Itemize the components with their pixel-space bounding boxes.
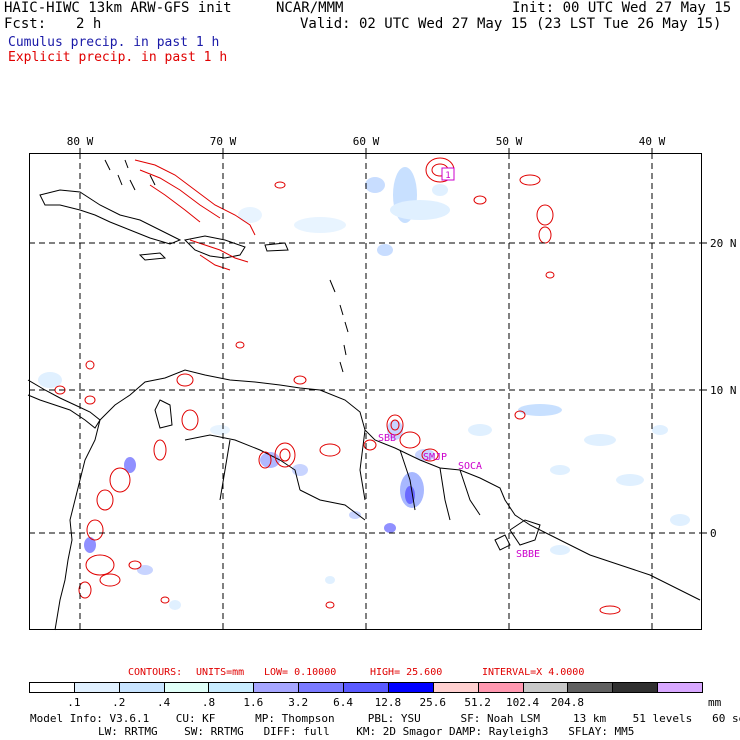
max-marker-box	[441, 167, 455, 181]
colorbar-swatch	[118, 682, 165, 693]
contours-units: UNITS=mm	[196, 667, 245, 678]
model-info-line1: Model Info: V3.6.1 CU: KF MP: Thompson P…	[30, 712, 740, 725]
lon-label-60w: 60 W	[353, 135, 380, 148]
colorbar-tick-label: 204.8	[550, 696, 584, 709]
colorbar-unit: mm	[708, 696, 722, 709]
colorbar-tick-label: .8	[201, 696, 216, 709]
station-label-smjp: SMJP	[423, 452, 447, 463]
lat-label-equator: 0	[710, 527, 717, 540]
colorbar-tick-label: 3.2	[288, 696, 309, 709]
cumulus-precip-patches	[38, 167, 690, 610]
forecast-hours: 2 h	[76, 16, 102, 32]
colorbar-tick-label: 51.2	[464, 696, 491, 709]
colorbar-swatch	[163, 682, 210, 693]
colorbar-swatch	[432, 682, 479, 693]
colorbar-swatch	[657, 682, 703, 693]
colorbar-tick-label: 6.4	[333, 696, 353, 709]
lon-label-80w: 80 W	[67, 135, 94, 148]
lon-label-40w: 40 W	[639, 135, 666, 148]
colorbar-swatch	[477, 682, 524, 693]
contours-low: LOW= 0.10000	[264, 667, 337, 678]
lon-label-70w: 70 W	[210, 135, 237, 148]
colorbar-tick-label: 1.6	[243, 696, 264, 709]
colorbar-swatch	[612, 682, 659, 693]
contours-interval: INTERVAL=X 4.0000	[482, 667, 585, 678]
axis-ticks	[79, 148, 707, 534]
model-info-line2: LW: RRTMG SW: RRTMG DIFF: full KM: 2D Sm…	[98, 725, 635, 738]
colorbar-swatch	[73, 682, 120, 693]
colorbar-tick-label: .1	[67, 696, 81, 709]
colorbar-swatch	[567, 682, 614, 693]
colorbar-swatch	[343, 682, 389, 693]
contours-high: HIGH= 25.600	[370, 667, 443, 678]
colorbar-tick-label: 25.6	[419, 696, 447, 709]
colorbar-swatch	[208, 682, 255, 693]
max-marker-label: 1	[445, 171, 450, 181]
legend-explicit: Explicit precip. in past 1 h	[8, 50, 228, 65]
valid-time: Valid: 02 UTC Wed 27 May 15 (23 LST Tue …	[300, 16, 722, 32]
legend-cumulus: Cumulus precip. in past 1 h	[8, 35, 220, 50]
station-label-sbbe: SBBE	[516, 549, 540, 560]
colorbar-tick-label: .4	[156, 696, 171, 709]
colorbar-tick-label: 12.8	[374, 696, 402, 709]
lat-label-20n: 20 N	[710, 237, 737, 250]
station-label-soca: SOCA	[458, 461, 482, 472]
lon-label-50w: 50 W	[496, 135, 523, 148]
colorbar-swatch	[522, 682, 569, 693]
station-label-sbb: SBB	[378, 433, 396, 444]
forecast-label: Fcst:	[4, 16, 47, 32]
lat-label-10n: 10 N	[710, 384, 737, 397]
colorbar-tick-label: 102.4	[505, 696, 540, 709]
agency-label: NCAR/MMM	[276, 0, 344, 16]
graticule	[29, 153, 702, 630]
map-frame	[29, 153, 702, 630]
colorbar-swatch	[387, 682, 434, 693]
colorbar-swatch	[29, 682, 75, 693]
colorbar-tick-label: .2	[112, 696, 126, 709]
contours-label: CONTOURS:	[128, 667, 183, 678]
colorbar-swatch	[298, 682, 345, 693]
plot-title: HAIC-HIWC 13km ARW-GFS init	[4, 0, 232, 16]
init-time: Init: 00 UTC Wed 27 May 15	[512, 0, 732, 16]
colorbar-swatch	[253, 682, 300, 693]
coastlines	[27, 159, 701, 631]
